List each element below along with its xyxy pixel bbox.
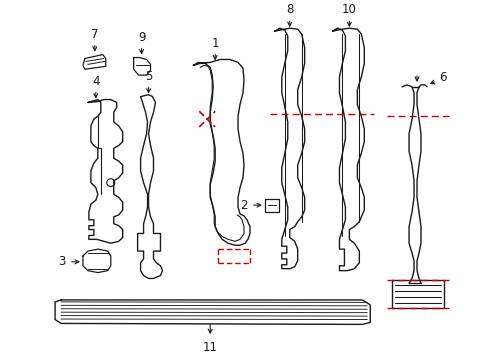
Text: 8: 8 bbox=[285, 4, 293, 17]
Text: 6: 6 bbox=[438, 71, 446, 84]
Text: 4: 4 bbox=[92, 75, 100, 88]
Text: 5: 5 bbox=[144, 70, 152, 83]
Text: 9: 9 bbox=[138, 31, 145, 44]
Text: 3: 3 bbox=[59, 255, 66, 268]
Text: 11: 11 bbox=[203, 341, 217, 354]
Text: 2: 2 bbox=[240, 199, 247, 212]
Text: 1: 1 bbox=[211, 37, 219, 50]
Text: 10: 10 bbox=[341, 4, 356, 17]
Text: 7: 7 bbox=[91, 28, 99, 41]
